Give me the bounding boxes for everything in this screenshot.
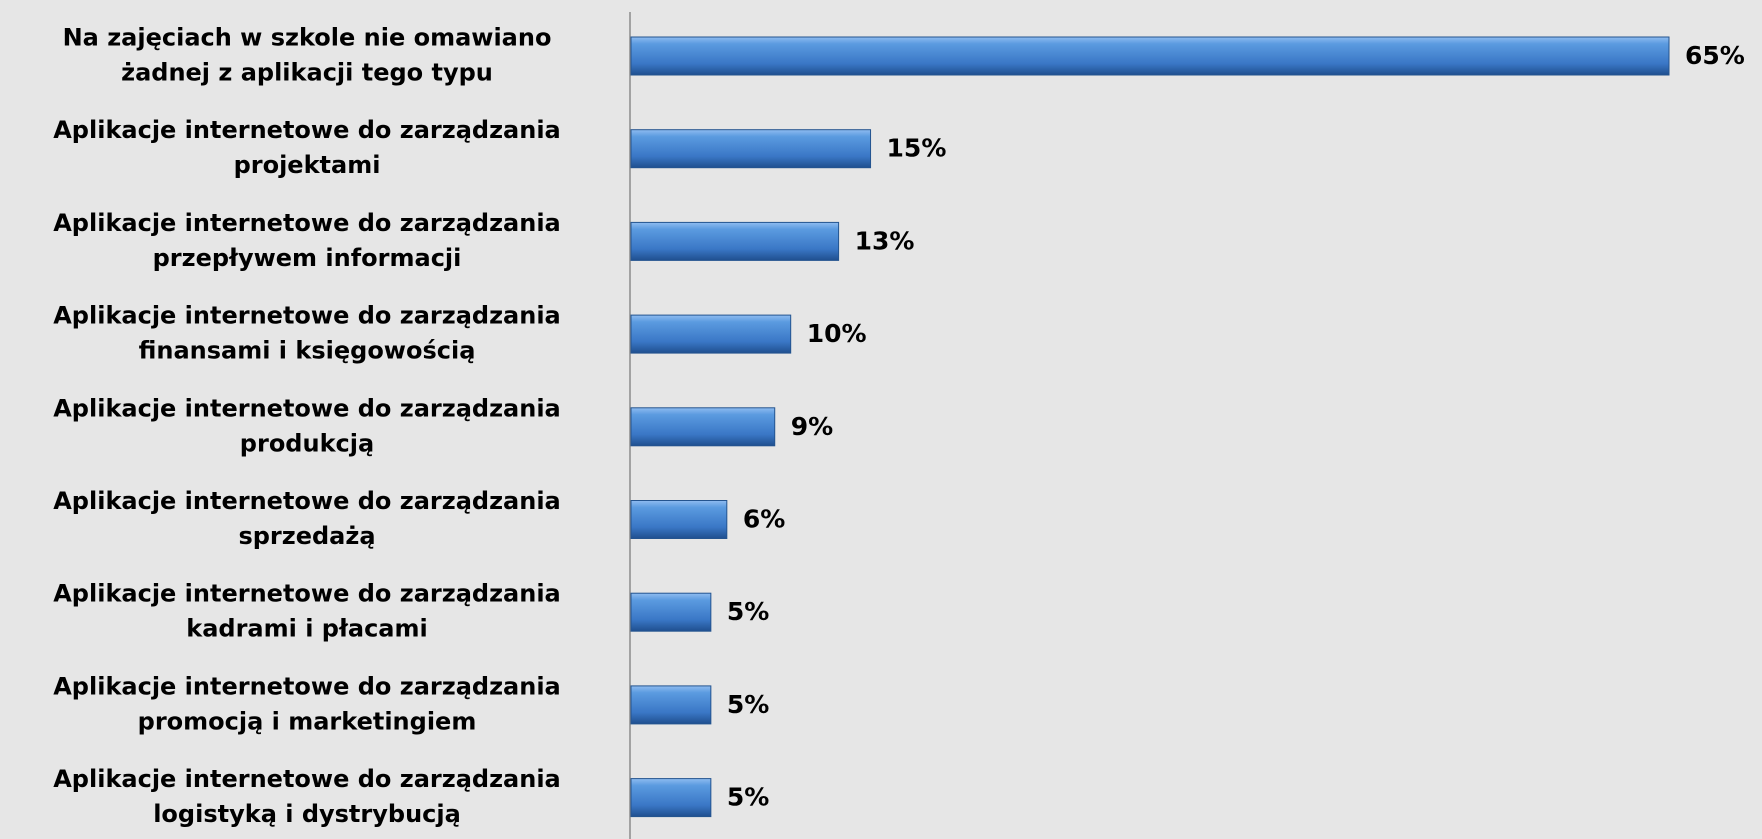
- bar: [630, 221, 840, 261]
- value-label: 5%: [727, 783, 769, 812]
- category-label: Aplikacje internetowe do zarządzania: [53, 580, 561, 608]
- value-label: 13%: [855, 226, 915, 255]
- category-label: Na zajęciach w szkole nie omawiano: [63, 24, 552, 52]
- value-label: 10%: [807, 319, 867, 348]
- category-label: kadrami i płacami: [186, 615, 427, 643]
- category-label: Aplikacje internetowe do zarządzania: [53, 116, 561, 144]
- category-label: Aplikacje internetowe do zarządzania: [53, 302, 561, 330]
- bar: [630, 314, 792, 354]
- category-label: Aplikacje internetowe do zarządzania: [53, 487, 561, 515]
- category-label: finansami i księgowością: [139, 337, 476, 365]
- value-label: 15%: [887, 134, 947, 163]
- bar: [630, 407, 776, 447]
- category-label: sprzedażą: [238, 522, 375, 550]
- value-label: 5%: [727, 597, 769, 626]
- bar: [630, 36, 1670, 76]
- bar: [630, 685, 712, 725]
- value-label: 5%: [727, 690, 769, 719]
- category-label: promocją i marketingiem: [138, 707, 477, 735]
- category-label: Aplikacje internetowe do zarządzania: [53, 672, 561, 700]
- category-label: Aplikacje internetowe do zarządzania: [53, 209, 561, 237]
- bar: [630, 592, 712, 632]
- category-label: żadnej z aplikacji tego typu: [121, 59, 493, 87]
- category-label: Aplikacje internetowe do zarządzania: [53, 765, 561, 793]
- bar: [630, 500, 728, 539]
- bar: [630, 129, 872, 169]
- category-label: produkcją: [240, 429, 374, 457]
- category-label: przepływem informacji: [153, 244, 462, 272]
- category-label: projektami: [234, 151, 381, 179]
- category-label: Aplikacje internetowe do zarządzania: [53, 394, 561, 422]
- bar: [630, 778, 712, 818]
- value-label: 6%: [743, 505, 785, 534]
- category-label: logistyką i dystrybucją: [153, 800, 461, 828]
- value-label: 9%: [791, 412, 833, 441]
- value-label: 65%: [1685, 41, 1745, 70]
